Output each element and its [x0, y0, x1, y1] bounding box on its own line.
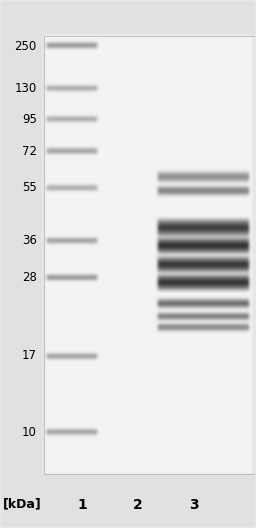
Text: 1: 1 [78, 498, 87, 512]
Text: 10: 10 [22, 426, 37, 439]
Bar [45, 35, 255, 474]
Text: 2: 2 [133, 498, 143, 512]
Text: 28: 28 [22, 271, 37, 284]
Text: 55: 55 [22, 181, 37, 194]
Text: 95: 95 [22, 113, 37, 126]
Text: 17: 17 [22, 350, 37, 362]
Text: 130: 130 [15, 81, 37, 95]
Text: 36: 36 [22, 234, 37, 247]
Text: 72: 72 [22, 145, 37, 157]
Text: [kDa]: [kDa] [3, 498, 41, 511]
Text: 250: 250 [15, 40, 37, 52]
Text: 3: 3 [189, 498, 199, 512]
